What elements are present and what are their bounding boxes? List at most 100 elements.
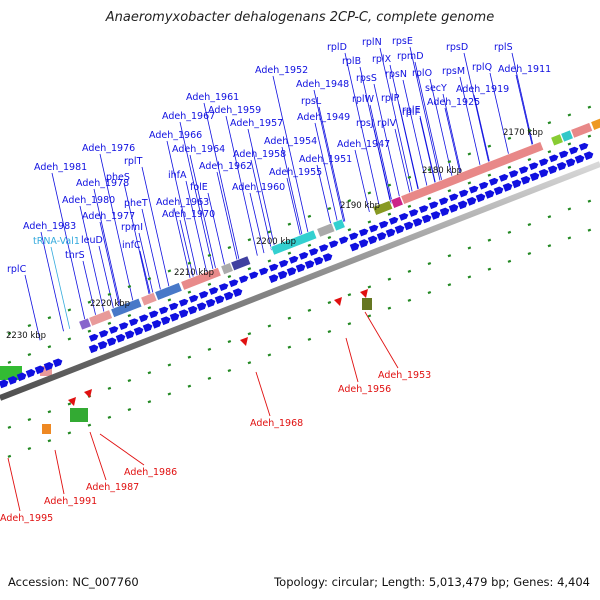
- gene-label: Adeh_1953: [378, 370, 431, 381]
- label-guide-line: [354, 149, 370, 213]
- tick-row-bottom-dash: [267, 353, 272, 357]
- forward-gene-arrow: [158, 306, 169, 315]
- forward-gene-arrow: [16, 372, 27, 382]
- scale-label: 2230 kbp: [6, 331, 46, 341]
- forward-gene-arrow: [115, 333, 126, 343]
- scale-ticks: [7, 105, 592, 458]
- gene-label: rplE: [402, 105, 421, 116]
- reverse-gene-block: [70, 408, 88, 422]
- tick-row-upper-dash: [347, 228, 352, 232]
- tick-row-upper-dash: [487, 173, 492, 177]
- forward-gene-arrow: [308, 248, 319, 256]
- forward-gene-arrow: [218, 283, 229, 291]
- forward-gene-arrow: [385, 228, 396, 238]
- label-guide-line: [316, 164, 332, 227]
- forward-gene-arrow: [358, 228, 369, 237]
- forward-gene-arrow: [160, 316, 171, 326]
- label-guide-line: [141, 166, 171, 290]
- tick-row-bottom-dash: [407, 298, 412, 302]
- forward-gene-arrow: [313, 256, 324, 266]
- feature-blocks: [0, 116, 600, 434]
- forward-gene-arrow: [148, 310, 159, 319]
- forward-gene-arrow: [277, 270, 288, 280]
- forward-gene-arrow: [430, 211, 441, 220]
- tick-row-lower-dash: [507, 230, 512, 234]
- forward-gene-arrow: [538, 168, 549, 178]
- tick-row-outer-dash: [147, 277, 152, 281]
- forward-gene-arrow: [258, 267, 269, 276]
- tick-row-outer-dash: [47, 316, 52, 320]
- forward-gene-block: [372, 200, 394, 216]
- gene-label: folE: [190, 182, 208, 193]
- tick-row-outer-dash: [187, 261, 192, 265]
- label-guide-line: [373, 83, 401, 201]
- label-guide-line: [459, 76, 482, 169]
- gene-label: Adeh_1977: [82, 211, 135, 222]
- reverse-gene-block: [362, 298, 372, 310]
- forward-gene-arrow: [376, 232, 387, 241]
- gene-label: Adeh_1947: [337, 139, 390, 150]
- tick-row-upper-dash: [227, 274, 232, 279]
- forward-gene-block: [270, 229, 318, 256]
- tick-row-bottom-dash: [527, 251, 532, 256]
- forward-gene-block: [180, 266, 222, 291]
- tick-row-outer-dash: [587, 105, 592, 109]
- forward-gene-block: [88, 309, 113, 327]
- label-guide-line: [82, 260, 97, 319]
- tick-row-bottom-dash: [287, 345, 292, 349]
- tick-row-lower-dash: [227, 339, 232, 344]
- tick-row-bottom-dash: [507, 259, 512, 263]
- forward-gene-arrow: [268, 263, 279, 272]
- forward-gene-arrow: [398, 213, 409, 221]
- gene-label: Adeh_1968: [250, 418, 303, 429]
- forward-gene-block: [550, 133, 564, 147]
- gene-label: ihfA: [168, 170, 187, 181]
- tick-row-outer-dash: [567, 113, 572, 117]
- tick-row-lower-dash: [307, 308, 312, 312]
- tick-row-upper-dash: [47, 345, 52, 349]
- forward-gene-arrow: [151, 319, 162, 329]
- gene-label: Adeh_1949: [297, 112, 350, 123]
- gene-label: Adeh_1960: [232, 182, 285, 193]
- tick-row-upper-dash: [267, 259, 272, 263]
- tick-row-lower-dash: [327, 300, 332, 305]
- tick-row-outer-dash: [307, 214, 312, 218]
- tick-row-bottom-dash: [167, 392, 172, 396]
- label-guide-line: [249, 192, 265, 254]
- label-guide-line: [419, 117, 437, 187]
- forward-gene-arrow: [502, 182, 513, 192]
- gene-label: rplV: [377, 118, 397, 129]
- tick-row-upper-dash: [127, 313, 132, 318]
- label-guide-line: [50, 246, 71, 329]
- tick-row-bottom-dash: [427, 290, 432, 295]
- label-guide-line: [40, 231, 64, 332]
- gene-label: Adeh_1983: [23, 221, 76, 232]
- tick-row-outer-dash: [207, 253, 212, 257]
- forward-gene-arrow: [565, 158, 576, 168]
- gene-label: Adeh_1911: [498, 64, 551, 75]
- forward-gene-arrow: [248, 271, 259, 280]
- tick-row-upper-dash: [27, 352, 32, 357]
- tick-row-lower-dash: [187, 355, 192, 359]
- label-guide-line: [394, 128, 411, 197]
- forward-gene-arrow: [412, 218, 423, 227]
- gene-label: Adeh_1958: [233, 149, 286, 160]
- tick-row-lower-dash: [547, 215, 552, 219]
- tick-row-upper-dash: [507, 165, 512, 169]
- gene-label: Adeh_1948: [296, 79, 349, 90]
- tick-row-upper-dash: [7, 360, 12, 364]
- genome-backbone: [0, 161, 600, 401]
- tick-row-upper-dash: [207, 282, 212, 286]
- forward-gene-arrow: [318, 244, 329, 252]
- tick-row-outer-dash: [227, 245, 232, 250]
- forward-gene-arrow: [238, 275, 249, 284]
- forward-gene-arrow: [547, 165, 558, 175]
- label-guide-line: [272, 75, 310, 236]
- label-guide-line: [314, 122, 339, 225]
- forward-gene-arrow: [232, 288, 243, 298]
- tick-row-bottom-dash: [387, 306, 392, 310]
- scale-label: 2170 kbp: [503, 128, 543, 138]
- tick-row-lower-dash: [267, 324, 272, 328]
- label-guide-line: [99, 221, 121, 310]
- label-guide-line: [344, 52, 381, 209]
